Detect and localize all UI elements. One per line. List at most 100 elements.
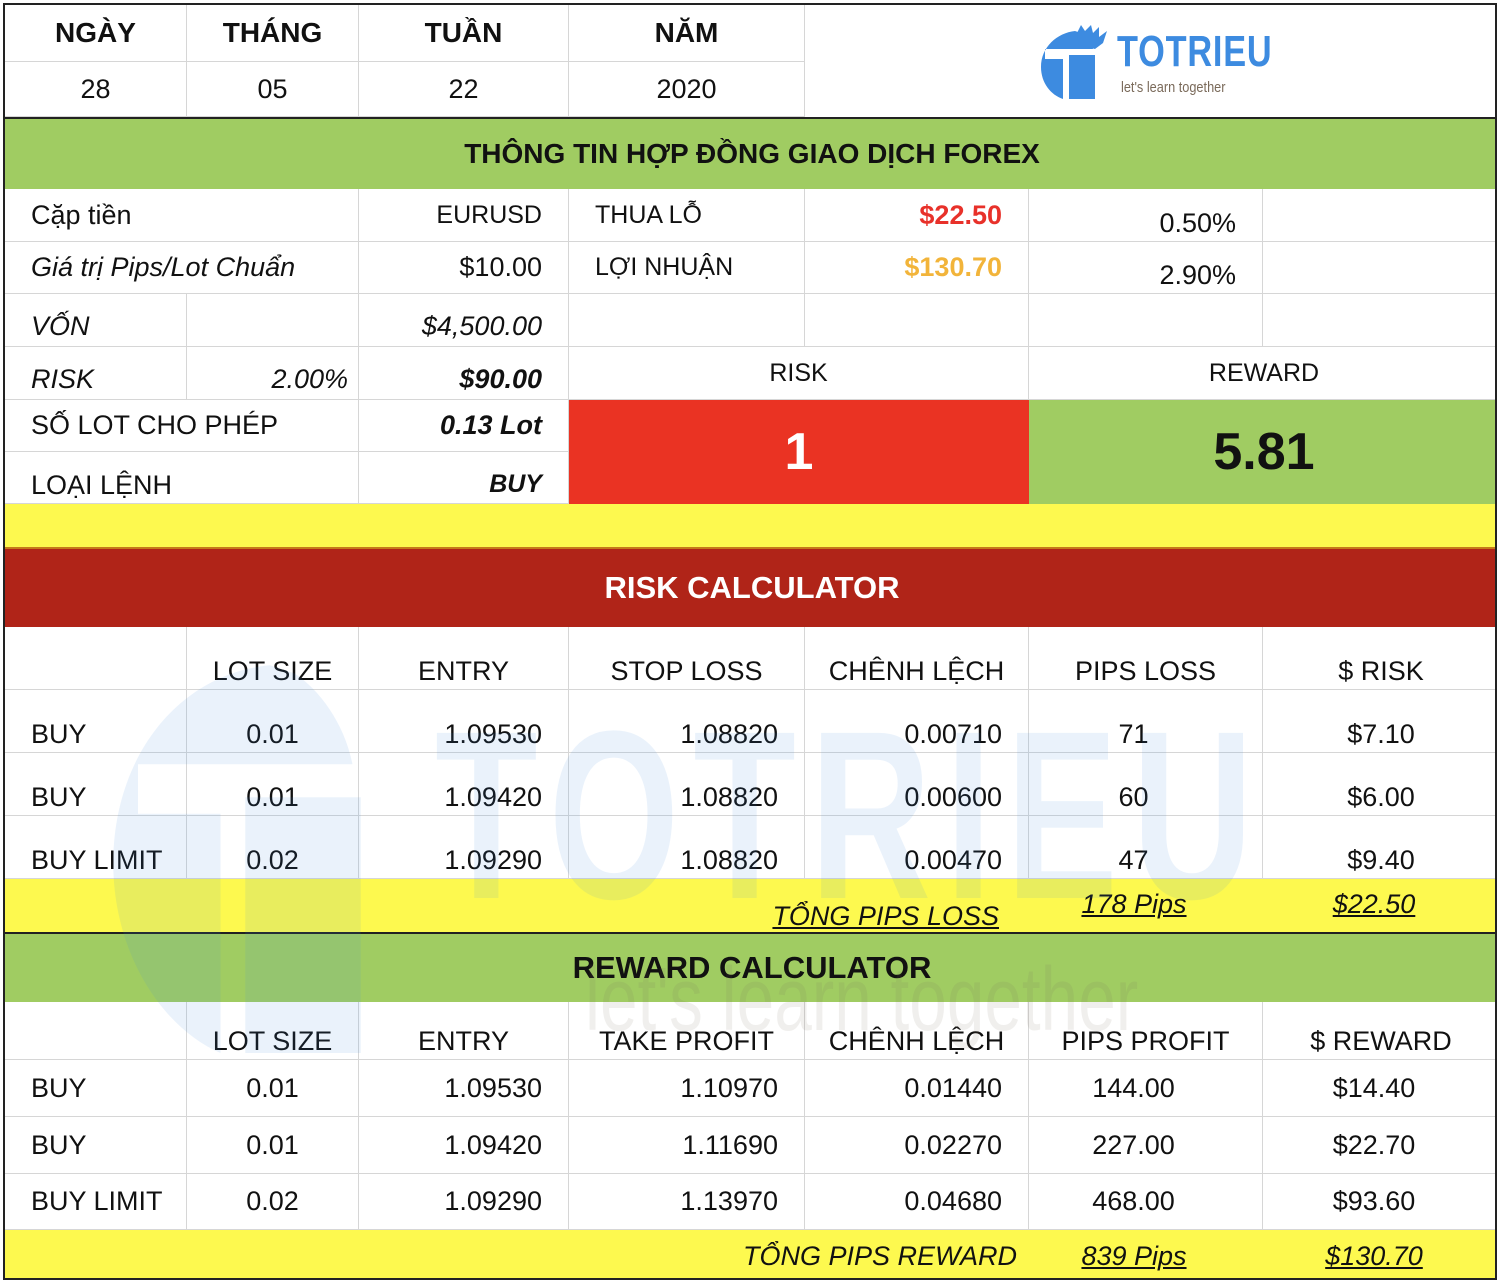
reward-row-pips: 468.00: [1029, 1174, 1263, 1230]
rr-risk-value: 1: [569, 400, 1029, 504]
risk-col-header-lot: LOT SIZE: [187, 627, 359, 690]
logo-block: TOTRIEU let's learn together: [1037, 21, 1272, 101]
reward-row-entry[interactable]: 1.09530: [359, 1060, 569, 1117]
loss-label: THUA LỖ: [569, 189, 805, 242]
risk-row-amount: $9.40: [1263, 816, 1495, 879]
risk-row-stop[interactable]: 1.08820: [569, 690, 805, 753]
empty-cell: [187, 294, 359, 347]
risk-row-type[interactable]: BUY: [5, 690, 187, 753]
reward-col-header-diff: CHÊNH LỆCH: [805, 1002, 1029, 1060]
order-type-label: LOẠI LỆNH: [5, 452, 359, 504]
date-label-day: NGÀY: [5, 5, 187, 62]
reward-row-lot[interactable]: 0.01: [187, 1117, 359, 1174]
rr-risk-label: RISK: [569, 347, 1029, 400]
rr-reward-value: 5.81: [1029, 400, 1495, 504]
risk-row-lot[interactable]: 0.01: [187, 690, 359, 753]
risk-row-pips: 60: [1029, 753, 1263, 816]
reward-row-amount: $93.60: [1263, 1174, 1495, 1230]
risk-row-amount: $7.10: [1263, 690, 1495, 753]
risk-row-lot[interactable]: 0.01: [187, 753, 359, 816]
profit-value: $130.70: [805, 242, 1029, 294]
risk-col-header-stoploss: STOP LOSS: [569, 627, 805, 690]
reward-row-type[interactable]: BUY LIMIT: [5, 1174, 187, 1230]
empty-cell: [569, 294, 805, 347]
risk-total-amount: $22.50: [1332, 889, 1416, 919]
logo-tagline: let's learn together: [1121, 79, 1226, 96]
risk-calculator-band: RISK CALCULATOR: [5, 547, 1495, 627]
risk-row-amount: $6.00: [1263, 753, 1495, 816]
reward-row-tp[interactable]: 1.13970: [569, 1174, 805, 1230]
reward-col-header-lot: LOT SIZE: [187, 1002, 359, 1060]
reward-row-amount: $22.70: [1263, 1117, 1495, 1174]
risk-row-entry[interactable]: 1.09420: [359, 753, 569, 816]
reward-calculator-title: REWARD CALCULATOR: [572, 950, 932, 985]
reward-row-tp[interactable]: 1.11690: [569, 1117, 805, 1174]
risk-col-header-amount: $ RISK: [1263, 627, 1495, 690]
reward-col-header-pips: PIPS PROFIT: [1029, 1002, 1263, 1060]
risk-row-type[interactable]: BUY LIMIT: [5, 816, 187, 879]
reward-row-type[interactable]: BUY: [5, 1060, 187, 1117]
risk-row-diff: 0.00470: [805, 816, 1029, 879]
reward-row-type[interactable]: BUY: [5, 1117, 187, 1174]
empty-cell: [1263, 294, 1495, 347]
risk-row-entry[interactable]: 1.09530: [359, 690, 569, 753]
pip-value[interactable]: $10.00: [359, 242, 569, 294]
capital-value[interactable]: $4,500.00: [359, 294, 569, 347]
risk-col-header-type: [5, 627, 187, 690]
reward-row-entry[interactable]: 1.09290: [359, 1174, 569, 1230]
reward-row-tp[interactable]: 1.10970: [569, 1060, 805, 1117]
reward-row-diff: 0.02270: [805, 1117, 1029, 1174]
reward-col-header-entry: ENTRY: [359, 1002, 569, 1060]
reward-row-lot[interactable]: 0.02: [187, 1174, 359, 1230]
allowed-lot-value: 0.13 Lot: [359, 400, 569, 452]
allowed-lot-label: SỐ LOT CHO PHÉP: [5, 400, 359, 452]
risk-percent[interactable]: 2.00%: [187, 347, 359, 400]
risk-label: RISK: [5, 347, 187, 400]
date-value-year[interactable]: 2020: [569, 62, 805, 117]
reward-row-amount: $14.40: [1263, 1060, 1495, 1117]
reward-row-entry[interactable]: 1.09420: [359, 1117, 569, 1174]
date-value-day[interactable]: 28: [5, 62, 187, 117]
risk-row-stop[interactable]: 1.08820: [569, 816, 805, 879]
pip-value-label: Giá trị Pips/Lot Chuẩn: [5, 242, 359, 294]
reward-total-amount: $130.70: [1325, 1240, 1423, 1271]
risk-row-lot[interactable]: 0.02: [187, 816, 359, 879]
empty-cell: [1263, 189, 1495, 242]
date-label-month: THÁNG: [187, 5, 359, 62]
profit-label: LỢI NHUẬN: [569, 242, 805, 294]
spacer-band: [5, 504, 1495, 547]
pair-value[interactable]: EURUSD: [359, 189, 569, 242]
capital-label: VỐN: [5, 294, 187, 347]
risk-row-diff: 0.00710: [805, 690, 1029, 753]
reward-col-header-type: [5, 1002, 187, 1060]
risk-amount: $90.00: [359, 347, 569, 400]
rr-reward-label: REWARD: [1029, 347, 1495, 400]
date-label-week: TUẦN: [359, 5, 569, 62]
date-value-month[interactable]: 05: [187, 62, 359, 117]
reward-total-pips: 839 Pips: [1081, 1240, 1187, 1271]
reward-calculator-band: REWARD CALCULATOR: [5, 932, 1495, 1002]
contract-title-band: THÔNG TIN HỢP ĐỒNG GIAO DỊCH FOREX: [5, 117, 1495, 189]
risk-row-stop[interactable]: 1.08820: [569, 753, 805, 816]
reward-total-label: TỔNG PIPS REWARD: [742, 1240, 1017, 1271]
reward-row-diff: 0.01440: [805, 1060, 1029, 1117]
logo: TOTRIEU let's learn together: [805, 5, 1495, 117]
risk-row-pips: 47: [1029, 816, 1263, 879]
date-value-week[interactable]: 22: [359, 62, 569, 117]
empty-cell: [1263, 242, 1495, 294]
risk-col-header-diff: CHÊNH LỆCH: [805, 627, 1029, 690]
reward-col-header-amount: $ REWARD: [1263, 1002, 1495, 1060]
reward-col-header-takeprofit: TAKE PROFIT: [569, 1002, 805, 1060]
risk-total-pips: 178 Pips: [1081, 889, 1187, 919]
reward-row-pips: 227.00: [1029, 1117, 1263, 1174]
risk-row-type[interactable]: BUY: [5, 753, 187, 816]
forex-spreadsheet: NGÀY THÁNG TUẦN NĂM 28 05 22 2020 TOTRIE…: [3, 3, 1497, 1280]
risk-total-row: [5, 879, 1495, 932]
pair-label: Cặp tiền: [5, 189, 359, 242]
reward-row-lot[interactable]: 0.01: [187, 1060, 359, 1117]
order-type-value[interactable]: BUY: [359, 452, 569, 504]
risk-row-entry[interactable]: 1.09290: [359, 816, 569, 879]
risk-row-diff: 0.00600: [805, 753, 1029, 816]
risk-col-header-pips: PIPS LOSS: [1029, 627, 1263, 690]
empty-cell: [1029, 294, 1263, 347]
